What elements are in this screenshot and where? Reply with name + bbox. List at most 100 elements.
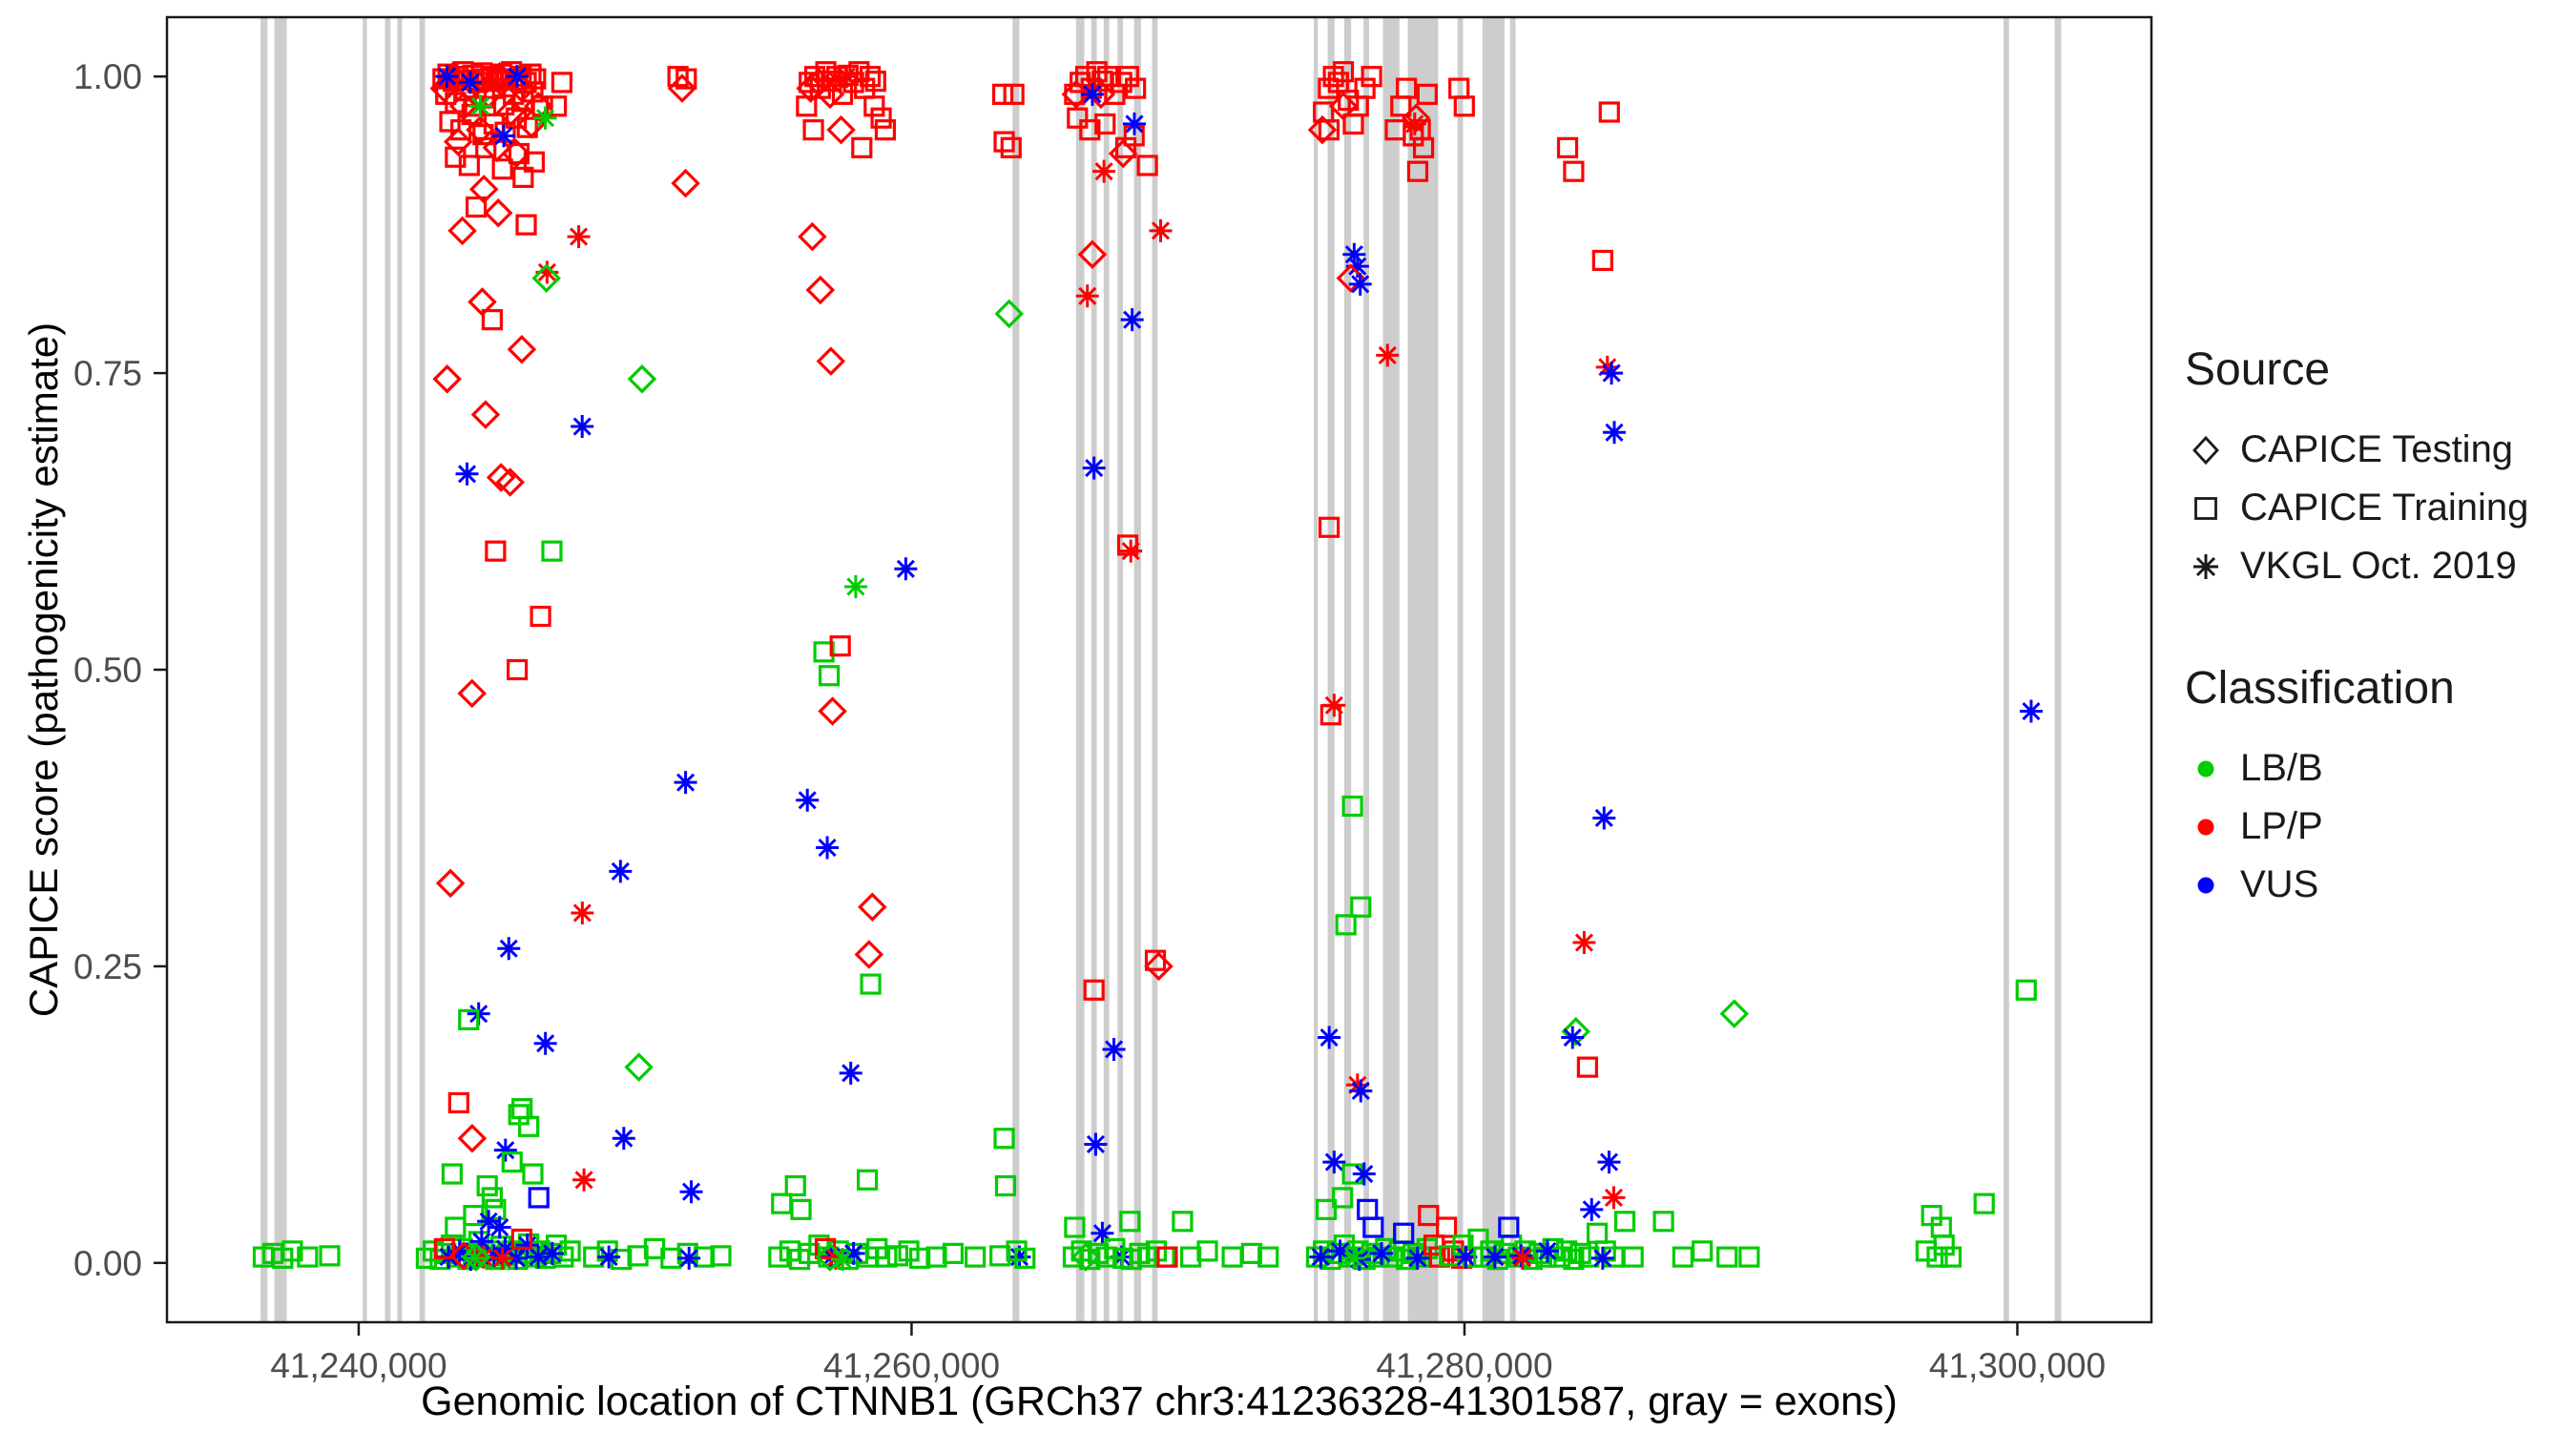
data-point [886, 1245, 909, 1267]
legend-item-vus: VUS [2185, 856, 2528, 914]
data-point [1591, 249, 1613, 272]
data-point [505, 65, 529, 89]
data-point [1349, 1079, 1373, 1103]
data-point [768, 1246, 790, 1268]
data-point [448, 1241, 479, 1271]
data-point [485, 1198, 507, 1220]
data-point [909, 1247, 931, 1269]
data-point [1454, 1245, 1478, 1269]
data-point [826, 114, 856, 145]
data-point [1348, 272, 1372, 296]
data-point [1692, 1240, 1714, 1262]
data-point [1561, 1017, 1590, 1047]
data-point [1716, 1246, 1738, 1268]
data-point [864, 71, 886, 93]
data-point [1116, 534, 1139, 556]
exon-bar [1152, 18, 1158, 1321]
data-point [1309, 1245, 1333, 1269]
data-point [1136, 155, 1158, 176]
data-point [1014, 1247, 1036, 1269]
data-point [1930, 1216, 1952, 1238]
data-point [435, 868, 466, 899]
data-point [319, 1245, 341, 1267]
data-point [1104, 83, 1126, 105]
data-point [798, 221, 827, 252]
data-point [991, 83, 1014, 105]
data-point [1108, 138, 1138, 169]
red-dot-icon [2185, 806, 2227, 848]
plot-panel-border [165, 15, 2153, 1324]
data-point [863, 95, 885, 117]
data-point [1328, 92, 1359, 121]
y-tick-label: 0.50 [73, 651, 142, 690]
exon-bar [397, 18, 403, 1321]
data-point [527, 1245, 551, 1269]
data-point [1580, 1197, 1604, 1221]
data-point [894, 557, 918, 581]
data-point [1082, 456, 1106, 480]
data-point [710, 1245, 732, 1267]
data-point [1342, 242, 1366, 266]
data-point [432, 364, 462, 394]
data-point [1393, 1222, 1415, 1244]
data-point [465, 196, 488, 218]
legend-label-capice-testing: CAPICE Testing [2240, 428, 2514, 470]
data-point [816, 346, 846, 376]
data-point [805, 275, 836, 305]
legend-source-title: Source [2185, 344, 2331, 395]
data-point [1738, 1246, 1760, 1268]
data-point [993, 131, 1015, 153]
data-point [1172, 1211, 1194, 1233]
data-point [1548, 1246, 1571, 1268]
data-point [854, 940, 884, 969]
data-point [1563, 160, 1585, 182]
data-point [1402, 112, 1426, 135]
data-point [784, 1174, 806, 1197]
data-point [1341, 795, 1363, 818]
data-point [856, 1169, 879, 1191]
exon-bar [2003, 18, 2009, 1321]
data-point [551, 72, 573, 93]
data-point [435, 65, 459, 89]
data-point [1307, 114, 1338, 145]
data-point [493, 1138, 517, 1162]
data-point [989, 1245, 1011, 1267]
data-point [1322, 1151, 1346, 1174]
data-point [1318, 1026, 1341, 1049]
exon-bar [274, 18, 287, 1321]
data-point [1111, 72, 1132, 93]
exon-bar [1314, 18, 1319, 1321]
data-point [441, 1163, 463, 1185]
exon-bar [1012, 18, 1020, 1321]
data-point [1328, 1239, 1352, 1263]
data-point [516, 109, 547, 139]
data-point [1597, 1151, 1621, 1174]
data-point [1350, 896, 1372, 918]
data-point [1592, 806, 1616, 830]
square-icon [2185, 487, 2227, 529]
data-point [609, 860, 633, 883]
data-point [1354, 77, 1376, 99]
data-point [671, 168, 700, 198]
data-point [1652, 1211, 1674, 1233]
data-point [1319, 704, 1341, 726]
exon-bar [1327, 18, 1335, 1321]
data-point [677, 1246, 701, 1270]
x-tick-label: 41,240,000 [270, 1346, 447, 1385]
data-point [667, 73, 697, 103]
data-point [433, 1237, 455, 1259]
data-point [674, 771, 697, 795]
data-point [1094, 113, 1116, 135]
data-point [839, 1061, 862, 1085]
data-point [447, 1239, 471, 1263]
legend-classification-title: Classification [2185, 663, 2455, 714]
data-point [531, 263, 561, 293]
data-point [1622, 1246, 1644, 1268]
data-point [1933, 1234, 1955, 1256]
data-point [1332, 61, 1355, 83]
data-point [481, 1187, 503, 1209]
data-point [501, 1151, 523, 1173]
data-point [1319, 516, 1340, 538]
data-point [1000, 136, 1022, 158]
